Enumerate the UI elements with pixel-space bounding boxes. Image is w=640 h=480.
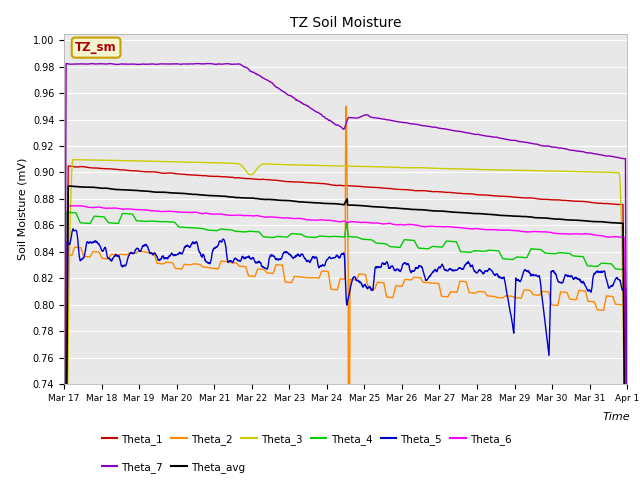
Theta_4 — [71, 210, 79, 216]
Line: Theta_4: Theta_4 — [64, 212, 627, 480]
Theta_2 — [342, 104, 349, 109]
Theta_avg — [65, 183, 72, 189]
Theta_6 — [588, 231, 595, 237]
Theta_3 — [349, 163, 356, 169]
Theta_avg — [161, 190, 169, 195]
X-axis label: Time: Time — [602, 412, 630, 422]
Theta_1 — [161, 170, 169, 176]
Theta_7 — [161, 61, 168, 67]
Theta_2 — [71, 244, 79, 250]
Theta_5 — [449, 268, 456, 274]
Line: Theta_6: Theta_6 — [64, 205, 627, 480]
Theta_6 — [449, 224, 456, 230]
Theta_7 — [449, 128, 456, 133]
Legend: Theta_7, Theta_avg: Theta_7, Theta_avg — [97, 457, 250, 477]
Theta_4 — [161, 219, 169, 225]
Theta_6 — [315, 217, 323, 223]
Theta_4 — [449, 239, 456, 244]
Theta_7 — [588, 150, 595, 156]
Theta_avg — [449, 209, 456, 215]
Theta_3 — [588, 169, 595, 175]
Theta_4 — [315, 233, 323, 239]
Theta_6 — [71, 203, 79, 209]
Theta_avg — [349, 202, 356, 208]
Theta_5 — [349, 276, 356, 282]
Theta_3 — [71, 157, 79, 163]
Theta_avg — [71, 184, 79, 190]
Theta_3 — [449, 166, 456, 172]
Theta_4 — [62, 209, 70, 215]
Theta_7 — [349, 115, 356, 120]
Theta_1 — [71, 164, 79, 170]
Theta_6 — [349, 219, 356, 225]
Theta_2 — [449, 289, 457, 295]
Theta_2 — [161, 260, 168, 266]
Theta_3 — [161, 159, 169, 165]
Theta_5 — [315, 265, 323, 271]
Line: Theta_2: Theta_2 — [64, 107, 627, 480]
Line: Theta_1: Theta_1 — [64, 166, 627, 480]
Theta_4 — [588, 263, 595, 269]
Line: Theta_5: Theta_5 — [64, 229, 627, 480]
Y-axis label: Soil Moisture (mV): Soil Moisture (mV) — [17, 157, 28, 260]
Theta_7 — [71, 61, 79, 67]
Theta_6 — [68, 203, 76, 208]
Theta_5 — [71, 228, 79, 233]
Theta_2 — [588, 299, 595, 304]
Theta_avg — [588, 218, 595, 224]
Theta_3 — [69, 157, 77, 163]
Theta_5 — [69, 226, 77, 232]
Theta_7 — [203, 60, 211, 66]
Theta_avg — [315, 200, 323, 206]
Theta_4 — [349, 234, 356, 240]
Line: Theta_7: Theta_7 — [64, 63, 627, 480]
Theta_5 — [588, 288, 595, 294]
Line: Theta_3: Theta_3 — [64, 160, 627, 480]
Theta_1 — [349, 183, 356, 189]
Theta_1 — [65, 163, 72, 169]
Line: Theta_avg: Theta_avg — [64, 186, 627, 480]
Theta_1 — [315, 180, 323, 186]
Theta_2 — [349, 276, 356, 282]
Theta_2 — [315, 275, 323, 281]
Theta_3 — [315, 163, 323, 168]
Theta_7 — [315, 110, 323, 116]
Theta_6 — [161, 209, 169, 215]
Title: TZ Soil Moisture: TZ Soil Moisture — [290, 16, 401, 30]
Theta_5 — [161, 256, 169, 262]
Text: TZ_sm: TZ_sm — [76, 41, 117, 54]
Theta_1 — [588, 200, 595, 205]
Theta_1 — [449, 190, 456, 196]
